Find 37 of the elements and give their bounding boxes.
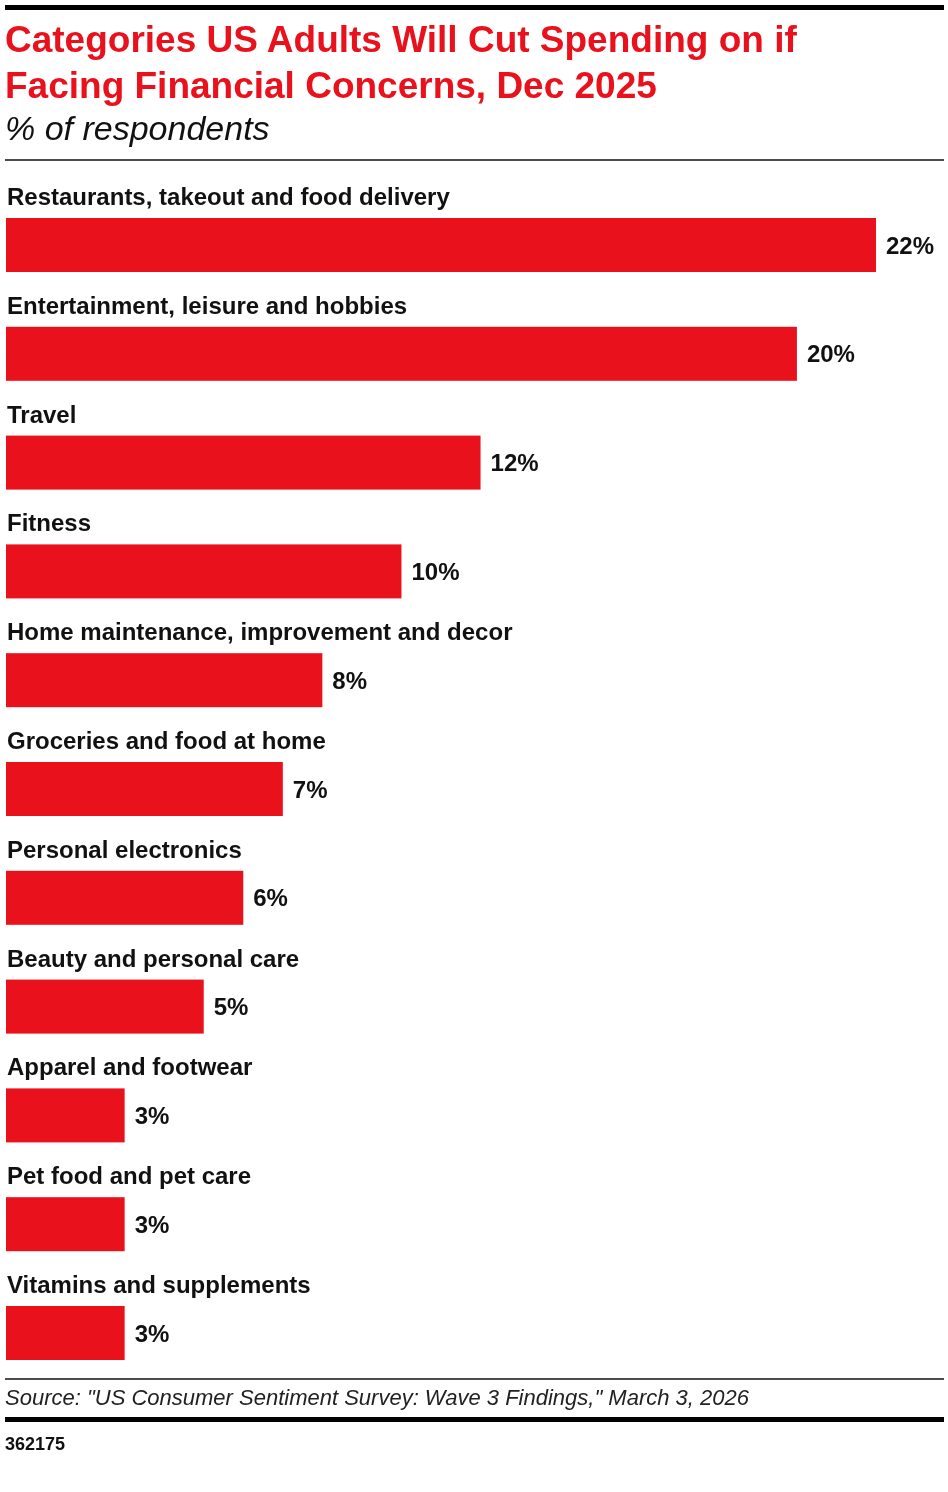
bar: [6, 544, 402, 599]
source-note: Source: "US Consumer Sentiment Survey: Wave 3 Findings," March 3, 2026: [5, 1385, 750, 1410]
y-tick-label: Restaurants, takeout and food delivery: [7, 183, 451, 210]
data-label: 7%: [292, 775, 328, 803]
bar: [6, 653, 323, 708]
y-tick-label: Pet food and pet care: [7, 1162, 252, 1190]
data-label: 5%: [213, 993, 249, 1021]
y-tick-label: Fitness: [7, 509, 92, 537]
data-label: 20%: [806, 340, 855, 368]
bar: [6, 1088, 125, 1143]
y-tick-label: Travel: [7, 400, 77, 428]
y-tick-label: Home maintenance, improvement and decor: [7, 618, 513, 646]
data-label: 3%: [134, 1319, 170, 1347]
bar: [6, 1197, 125, 1252]
y-tick-label: Personal electronics: [7, 835, 242, 863]
bar: [6, 435, 481, 490]
data-label: 3%: [134, 1101, 170, 1129]
data-label: 12%: [490, 449, 539, 477]
bar: [6, 979, 204, 1034]
bar: [6, 1306, 125, 1360]
y-tick-label: Apparel and footwear: [7, 1053, 253, 1081]
data-label: 3%: [134, 1210, 170, 1238]
bar: [6, 762, 283, 816]
bar: [6, 326, 797, 381]
y-tick-label: Vitamins and supplements: [7, 1271, 311, 1298]
y-tick-label: Entertainment, leisure and hobbies: [7, 291, 408, 319]
chart-subtitle: % of respondents: [5, 109, 270, 147]
data-label: 6%: [253, 884, 288, 912]
data-label: 10%: [411, 557, 460, 585]
chart-title: Categories US Adults Will Cut Spending on if Facing Financial Concerns, Dec 2025: [5, 19, 798, 106]
data-label: 22%: [886, 231, 935, 259]
data-label: 8%: [332, 666, 368, 694]
text: 362175: [5, 1434, 66, 1454]
bar: [6, 218, 876, 272]
bar: [6, 870, 244, 925]
y-tick-label: Groceries and food at home: [7, 727, 326, 754]
y-tick-label: Beauty and personal care: [7, 944, 300, 972]
